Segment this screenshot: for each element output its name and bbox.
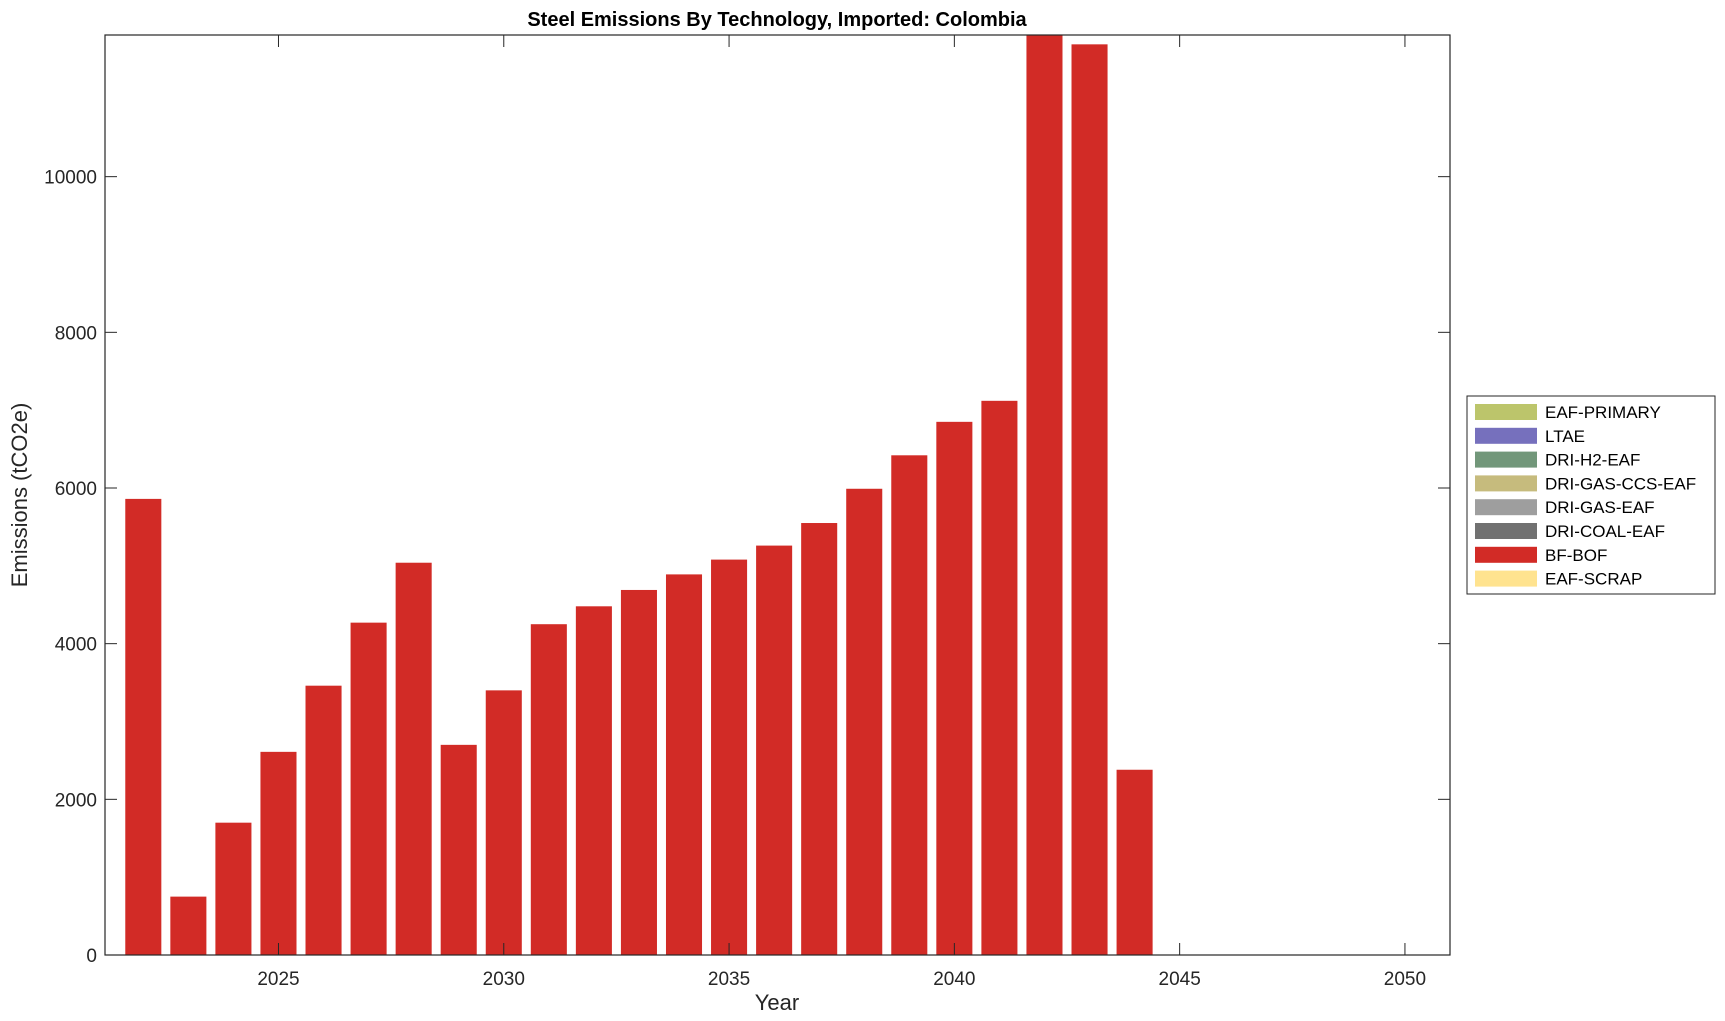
legend-swatch-dri-gas-ccs-eaf	[1475, 475, 1537, 492]
y-tick-label: 0	[86, 946, 97, 967]
bar-bf-bof-2035	[711, 559, 748, 955]
y-tick-label: 6000	[55, 479, 97, 500]
bar-bf-bof-2026	[305, 685, 342, 955]
bar-bf-bof-2044	[1116, 769, 1153, 955]
legend: EAF-PRIMARY LTAE DRI-H2-EAF DRI-GAS-CCS-EAF…	[1466, 395, 1716, 595]
legend-label-dri-h2-eaf: DRI-H2-EAF	[1545, 451, 1640, 470]
legend-label-eaf-primary: EAF-PRIMARY	[1545, 403, 1661, 422]
bar-bf-bof-2028	[395, 562, 432, 955]
bar-bf-bof-2023	[170, 896, 207, 955]
legend-swatch-dri-h2-eaf	[1475, 451, 1537, 468]
bar-bf-bof-2033	[620, 589, 657, 955]
legend-label-dri-coal-eaf: DRI-COAL-EAF	[1545, 522, 1665, 541]
x-tick-label: 2025	[257, 969, 299, 990]
bar-bf-bof-2031	[530, 624, 567, 955]
plot-frame	[104, 34, 1451, 956]
bar-bf-bof-2041	[981, 400, 1018, 955]
legend-label-dri-gas-ccs-eaf: DRI-GAS-CCS-EAF	[1545, 474, 1696, 493]
y-tick-label: 2000	[55, 790, 97, 811]
bar-bf-bof-2027	[350, 622, 387, 955]
tick-layer: 2025 2030 2035 2040 2045 2050 0 2000 4000 6000 800…	[44, 35, 1450, 990]
x-tick-label: 2040	[933, 969, 975, 990]
bar-bf-bof-2040	[936, 421, 973, 956]
legend-label-dri-gas-eaf: DRI-GAS-EAF	[1545, 498, 1655, 517]
bar-bf-bof-2022	[125, 498, 162, 955]
y-tick-label: 10000	[44, 168, 97, 189]
bar-bf-bof-2024	[215, 822, 252, 955]
x-tick-label: 2035	[708, 969, 750, 990]
bar-bf-bof-2034	[665, 574, 703, 955]
chart-title: Steel Emissions By Technology, Imported:…	[527, 9, 1027, 31]
x-tick-label: 2050	[1384, 969, 1426, 990]
bar-bf-bof-2042	[1026, 35, 1063, 955]
bar-bf-bof-2038	[846, 488, 883, 955]
y-axis-label: Emissions (tCO2e)	[7, 403, 32, 588]
x-tick-label: 2030	[483, 969, 525, 990]
legend-swatch-dri-gas-eaf	[1475, 499, 1537, 516]
bar-bf-bof-2037	[801, 523, 838, 955]
bar-bf-bof-2025	[260, 751, 297, 955]
x-axis-label: Year	[755, 990, 799, 1015]
x-tick-label: 2045	[1159, 969, 1201, 990]
legend-swatch-ltae	[1475, 427, 1537, 444]
legend-swatch-bf-bof	[1475, 546, 1537, 563]
bar-bf-bof-2030	[485, 690, 522, 955]
legend-swatch-dri-coal-eaf	[1475, 523, 1537, 539]
legend-swatch-eaf-primary	[1475, 404, 1537, 420]
legend-label-eaf-scrap: EAF-SCRAP	[1545, 570, 1642, 589]
bar-bf-bof-2039	[891, 455, 928, 955]
legend-label-bf-bof: BF-BOF	[1545, 546, 1607, 565]
legend-label-ltae: LTAE	[1545, 427, 1585, 446]
bar-bf-bof-2029	[440, 744, 477, 955]
bars-layer	[125, 35, 1153, 956]
legend-swatch-eaf-scrap	[1475, 570, 1537, 587]
y-tick-label: 4000	[55, 635, 97, 656]
bar-bf-bof-2036	[756, 545, 793, 955]
bar-bf-bof-2032	[575, 606, 612, 955]
y-tick-label: 8000	[55, 323, 97, 344]
bar-bf-bof-2043	[1071, 44, 1108, 955]
